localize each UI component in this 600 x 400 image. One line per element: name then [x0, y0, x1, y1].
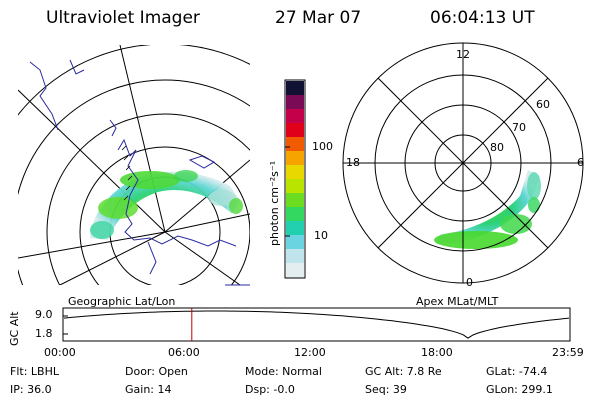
mlt-label-12: 12 — [456, 48, 470, 61]
mlat-label-70: 70 — [512, 121, 526, 134]
mode-info: Mode: Normal — [245, 365, 322, 378]
mlt-label-0: 0 — [466, 276, 473, 289]
dsp-info: Dsp: -0.0 — [245, 383, 295, 396]
gain-info: Gain: 14 — [125, 383, 172, 396]
colorbar-swatch — [286, 235, 304, 250]
ip-info: IP: 36.0 — [10, 383, 52, 396]
geographic-latitude-info: GLat: -74.4 — [486, 365, 548, 378]
aurora-emission-right — [434, 170, 541, 249]
coastlines — [29, 59, 237, 275]
time-tick-2359: 23:59 — [552, 346, 584, 359]
time-tick-0600: 06:00 — [168, 346, 200, 359]
colorbar-swatch — [286, 81, 304, 96]
magnetic-polar-plot — [342, 42, 584, 284]
colorbar-swatch — [286, 123, 304, 138]
mlt-label-18: 18 — [346, 156, 360, 169]
time-tick-1800: 18:00 — [421, 346, 453, 359]
colorbar-unit-label: photon cm⁻²s⁻¹ — [268, 160, 281, 246]
mlt-label-6: 6 — [577, 156, 584, 169]
colorbar-swatch — [286, 221, 304, 236]
colorbar-swatch — [286, 109, 304, 124]
geographic-map-label: Geographic Lat/Lon — [68, 295, 176, 308]
mlat-label-60: 60 — [536, 98, 550, 111]
gc-altitude-info: GC Alt: 7.8 Re — [365, 365, 442, 378]
colorbar-swatch — [286, 165, 304, 180]
colorbar-swatch — [286, 179, 304, 194]
magnetic-plot-label: Apex MLat/MLT — [416, 295, 499, 308]
date-label: 27 Mar 07 — [275, 8, 362, 28]
colorbar-swatch — [286, 207, 304, 222]
door-info: Door: Open — [125, 365, 188, 378]
colorbar-tick-10: 10 — [314, 229, 328, 242]
coast-hatching — [121, 145, 133, 201]
altitude-plot — [62, 307, 571, 342]
altitude-tick-1-8: 1.8 — [35, 327, 53, 340]
time-tick-1200: 12:00 — [294, 346, 326, 359]
time-tick-0000: 00:00 — [44, 346, 76, 359]
altitude-tick-9: 9.0 — [35, 308, 53, 321]
mlat-label-80: 80 — [490, 141, 504, 154]
colorbar — [284, 79, 306, 279]
geographic-longitude-info: GLon: 299.1 — [486, 383, 553, 396]
filter-info: Flt: LBHL — [10, 365, 59, 378]
colorbar-swatch — [286, 263, 304, 278]
time-label: 06:04:13 UT — [430, 8, 535, 28]
colorbar-tick-100: 100 — [312, 140, 333, 153]
colorbar-swatch — [286, 151, 304, 166]
colorbar-swatch — [286, 193, 304, 208]
instrument-title: Ultraviolet Imager — [46, 8, 200, 28]
colorbar-swatch — [286, 95, 304, 110]
altitude-axis-label: GC Alt — [8, 311, 21, 346]
sequence-info: Seq: 39 — [365, 383, 407, 396]
geographic-map — [18, 45, 250, 285]
colorbar-swatch — [286, 249, 304, 264]
colorbar-swatch — [286, 137, 304, 152]
